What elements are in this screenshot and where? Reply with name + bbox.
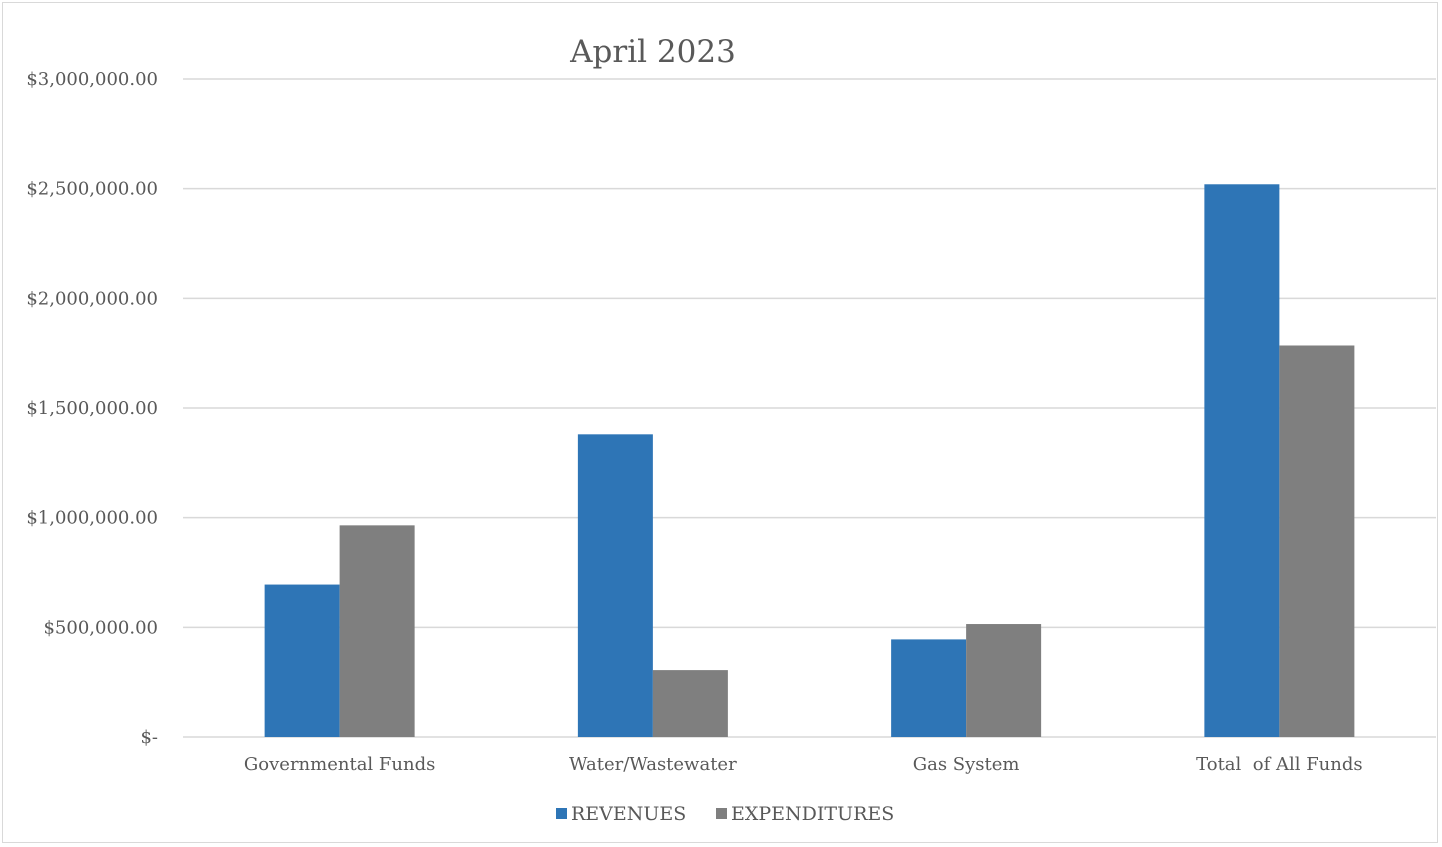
y-tick-label: $2,000,000.00 <box>26 288 158 309</box>
legend-label-revenues: REVENUES <box>571 803 686 825</box>
bar-expenditures-1 <box>652 670 728 737</box>
x-tick-label: Water/Wastewater <box>569 754 737 775</box>
legend-swatch-expenditures <box>716 808 727 819</box>
y-tick-label: $2,500,000.00 <box>26 179 158 200</box>
legend: REVENUES EXPENDITURES <box>556 803 894 825</box>
legend-swatch-revenues <box>556 808 567 819</box>
chart-title: April 2023 <box>569 34 736 70</box>
bar-revenues-1 <box>577 434 653 737</box>
legend-label-expenditures: EXPENDITURES <box>731 803 894 825</box>
bar-revenues-2 <box>891 639 967 737</box>
y-axis-ticks: $- $500,000.00 $1,000,000.00 $1,500,000.00 $… <box>26 69 158 748</box>
bars <box>264 184 1355 737</box>
bar-revenues-3 <box>1204 184 1280 737</box>
y-tick-label: $3,000,000.00 <box>26 69 158 90</box>
y-tick-label: $1,000,000.00 <box>26 508 158 529</box>
x-tick-label: Total of All Funds <box>1196 754 1363 775</box>
bar-expenditures-3 <box>1279 345 1355 737</box>
x-tick-label: Governmental Funds <box>244 754 435 775</box>
x-tick-label: Gas System <box>913 754 1020 775</box>
y-tick-label: $500,000.00 <box>43 617 158 638</box>
y-tick-label: $- <box>140 727 158 748</box>
y-tick-label: $1,500,000.00 <box>26 398 158 419</box>
bar-expenditures-0 <box>339 525 415 737</box>
bar-revenues-0 <box>264 584 340 737</box>
x-axis-ticks: Governmental Funds Water/Wastewater Gas Sy… <box>244 754 1363 775</box>
bar-expenditures-2 <box>966 624 1042 737</box>
